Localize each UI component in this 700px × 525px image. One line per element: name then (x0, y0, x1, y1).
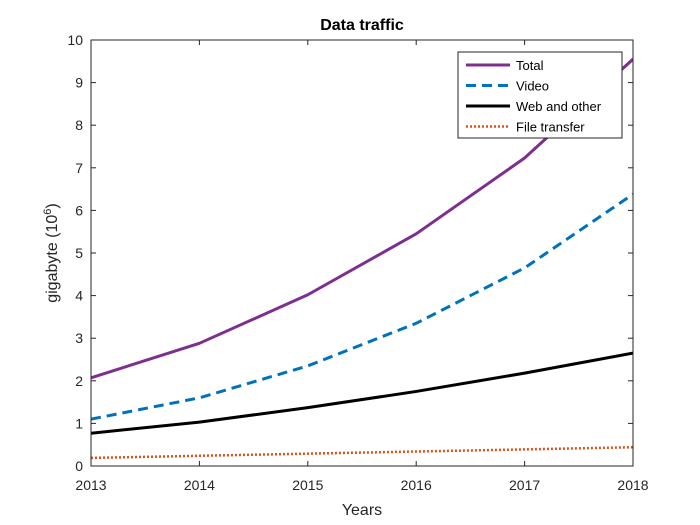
y-tick-label: 2 (75, 373, 83, 389)
x-tick-label: 2014 (184, 477, 215, 493)
y-axis-label-base: gigabyte (10 (44, 215, 61, 303)
x-tick-label: 2015 (292, 477, 323, 493)
x-tick-label: 2017 (509, 477, 540, 493)
x-axis-label: Years (342, 502, 382, 519)
y-tick-label: 1 (75, 415, 83, 431)
ticks-layer: 2013 2014 2015 2016 2017 2018 0 1 2 3 4 5 6 7 8 9 10 (67, 32, 648, 493)
legend-label-total: Total (516, 58, 544, 73)
legend-label-video: Video (516, 79, 549, 94)
y-tick-label: 0 (75, 458, 83, 474)
legend-label-file-transfer: File transfer (516, 120, 585, 135)
y-tick-label: 5 (75, 245, 83, 261)
series-line-video (91, 192, 633, 421)
y-tick-label: 7 (75, 160, 83, 176)
y-tick-label: 4 (75, 288, 83, 304)
series-layer (91, 58, 633, 460)
series-line-total (91, 58, 633, 380)
legend-label-web-and-other: Web and other (516, 99, 602, 114)
series-line-web-and-other (91, 351, 633, 435)
legend: Total Video Web and other File transfer (457, 51, 623, 139)
y-axis-label-exponent: 6 (42, 209, 54, 215)
y-axis-label: gigabyte (106) (42, 203, 61, 303)
y-axis-label-close: ) (44, 203, 61, 208)
x-tick-label: 2018 (617, 477, 648, 493)
x-tick-label: 2013 (75, 477, 106, 493)
y-tick-label: 6 (75, 202, 83, 218)
x-tick-label: 2016 (401, 477, 432, 493)
chart-title: Data traffic (320, 17, 404, 34)
y-tick-label: 10 (67, 32, 83, 48)
y-tick-label: 8 (75, 117, 83, 133)
y-tick-label: 3 (75, 330, 83, 346)
y-tick-label: 9 (75, 75, 83, 91)
